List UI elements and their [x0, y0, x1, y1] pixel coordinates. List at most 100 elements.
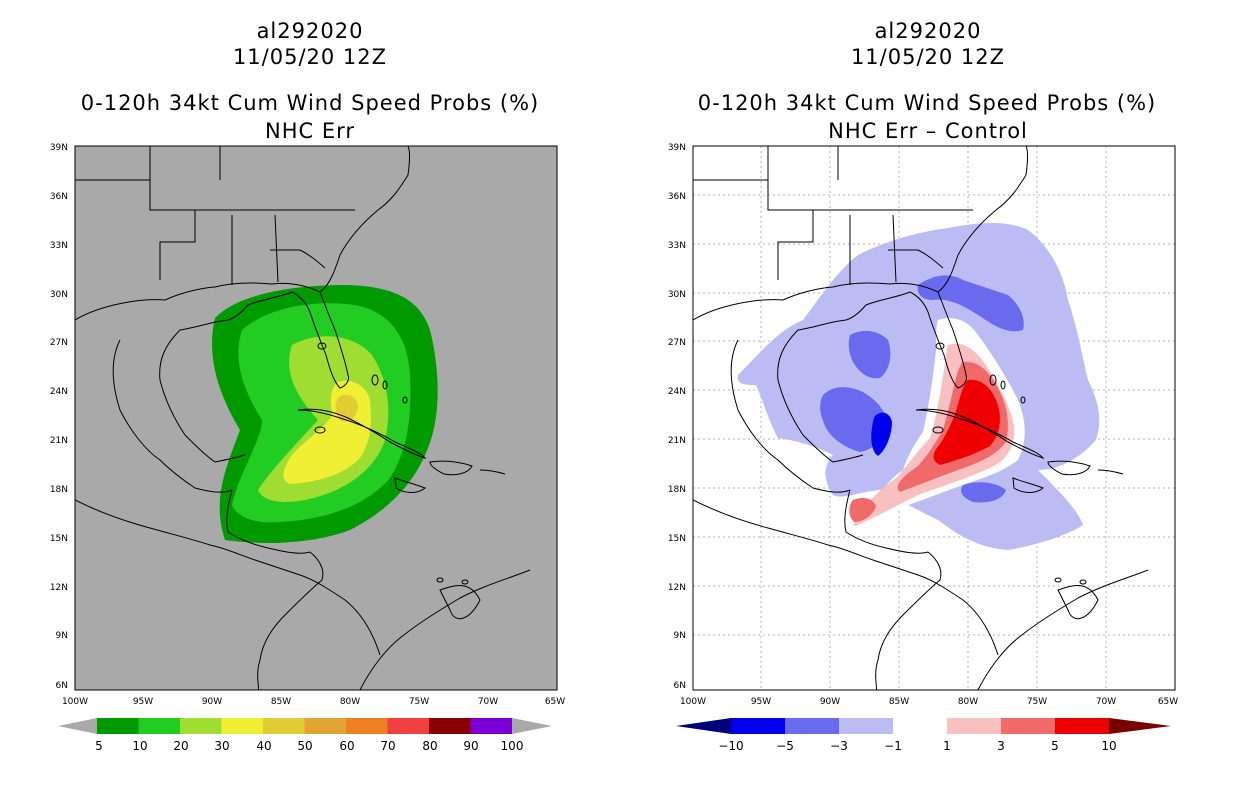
left-y-tick: 24N: [50, 387, 68, 397]
left-legend-label: 70: [380, 739, 395, 753]
left-legend-bin: [470, 718, 512, 734]
left-x-tick: 65W: [545, 697, 565, 707]
right-date: 11/05/20 12Z: [850, 45, 1006, 69]
left-x-axis: 100W 95W 90W 85W 80W 75W 70W 65W: [62, 697, 565, 707]
left-legend-label: 80: [422, 739, 437, 753]
right-y-tick: 15N: [668, 534, 686, 544]
right-x-tick: 70W: [1096, 697, 1116, 707]
right-y-tick: 21N: [668, 436, 686, 446]
right-coastlines: [693, 146, 1149, 690]
right-legend-bin: [731, 718, 785, 734]
left-legend-label: 20: [173, 739, 188, 753]
right-legend-bin: [839, 718, 893, 734]
diff-contour-minus-5: [871, 412, 892, 456]
left-legend-bin: [346, 718, 388, 734]
right-legend-arrow-high: [1109, 718, 1171, 734]
right-legend-bin: [1055, 718, 1109, 734]
right-x-axis: 100W 95W 90W 85W 80W 75W 70W 65W: [680, 697, 1178, 707]
left-legend-bin: [304, 718, 346, 734]
right-x-tick: 85W: [889, 697, 909, 707]
right-legend-label: −5: [776, 739, 794, 753]
right-y-tick: 39N: [668, 143, 686, 153]
right-legend-label: −3: [830, 739, 848, 753]
left-subtitle: NHC Err: [264, 119, 355, 143]
right-subtitle: NHC Err – Control: [828, 119, 1028, 143]
right-legend-label: −10: [718, 739, 743, 753]
right-x-tick: 95W: [751, 697, 771, 707]
right-legend-bin: [893, 718, 947, 734]
right-y-tick: 30N: [668, 290, 686, 300]
right-legend-bin: [1001, 718, 1055, 734]
right-y-tick: 24N: [668, 387, 686, 397]
left-legend-label: 60: [339, 739, 354, 753]
left-legend-bin: [221, 718, 263, 734]
right-legend-label: 1: [943, 739, 951, 753]
right-title: 0-120h 34kt Cum Wind Speed Probs (%): [697, 91, 1157, 115]
left-legend-bin: [387, 718, 429, 734]
diff-contour-minus-3-c: [848, 330, 891, 379]
left-storm-id: al292020: [256, 19, 364, 43]
left-x-tick: 85W: [271, 697, 291, 707]
right-y-tick: 33N: [668, 241, 686, 251]
right-y-tick: 6N: [674, 681, 686, 691]
left-legend-label: 30: [214, 739, 229, 753]
left-y-tick: 12N: [50, 583, 68, 593]
right-y-tick: 9N: [674, 631, 686, 641]
left-legend-bin: [180, 718, 222, 734]
left-y-tick: 6N: [56, 681, 68, 691]
right-legend-bin: [785, 718, 839, 734]
left-islands: [314, 342, 469, 585]
right-x-tick: 75W: [1027, 697, 1047, 707]
left-legend-bin: [138, 718, 180, 734]
right-legend-label: 3: [997, 739, 1005, 753]
left-x-tick: 75W: [409, 697, 429, 707]
left-y-tick: 39N: [50, 143, 68, 153]
left-legend-label: 5: [95, 739, 103, 753]
left-y-tick: 30N: [50, 290, 68, 300]
right-legend-label: −1: [884, 739, 902, 753]
left-y-tick: 27N: [50, 338, 68, 348]
left-x-tick: 95W: [133, 697, 153, 707]
diff-contour-plus-3-b: [849, 498, 876, 522]
left-legend-bin: [429, 718, 471, 734]
right-x-tick: 80W: [958, 697, 978, 707]
left-legend-label: 90: [463, 739, 478, 753]
left-coastlines: [75, 146, 531, 690]
diff-contour-plus-5: [933, 379, 1000, 465]
left-x-tick: 70W: [478, 697, 498, 707]
diff-contour-minus-3-d: [961, 482, 1006, 503]
left-map: 39N 36N 33N 30N 27N 24N 21N 18N 15N 12N …: [50, 143, 565, 753]
right-y-axis: 39N 36N 33N 30N 27N 24N 21N 18N 15N 12N …: [668, 143, 686, 691]
left-legend-arrow-high: [512, 718, 552, 734]
left-legend: 5 10 20 30 40 50 60 70 80 90 100: [58, 718, 552, 753]
right-x-tick: 90W: [820, 697, 840, 707]
left-legend-arrow-low: [58, 718, 97, 734]
right-y-tick: 27N: [668, 338, 686, 348]
right-y-tick: 36N: [668, 192, 686, 202]
right-legend-arrow-low: [676, 718, 731, 734]
left-legend-bin: [97, 718, 139, 734]
right-islands: [932, 342, 1087, 585]
right-y-tick: 12N: [668, 583, 686, 593]
diff-contour-minus-3-b: [820, 387, 888, 452]
right-storm-id: al292020: [874, 19, 982, 43]
left-legend-label: 100: [501, 739, 524, 753]
left-legend-label: 10: [132, 739, 147, 753]
diff-contour-minus-3-a: [917, 275, 1024, 332]
right-legend-bin: [947, 718, 1001, 734]
left-y-tick: 21N: [50, 436, 68, 446]
right-map: 39N 36N 33N 30N 27N 24N 21N 18N 15N 12N …: [668, 143, 1178, 753]
left-legend-bin: [263, 718, 305, 734]
left-y-tick: 9N: [56, 631, 68, 641]
left-legend-label: 40: [256, 739, 271, 753]
right-legend-label: 10: [1101, 739, 1116, 753]
left-y-tick: 18N: [50, 485, 68, 495]
left-y-tick: 33N: [50, 241, 68, 251]
right-x-tick: 100W: [680, 697, 706, 707]
left-y-tick: 15N: [50, 534, 68, 544]
right-legend: −10 −5 −3 −1 1 3 5 10: [676, 718, 1171, 753]
left-title: 0-120h 34kt Cum Wind Speed Probs (%): [80, 91, 540, 115]
left-date: 11/05/20 12Z: [232, 45, 388, 69]
left-y-tick: 36N: [50, 192, 68, 202]
left-x-tick: 80W: [340, 697, 360, 707]
